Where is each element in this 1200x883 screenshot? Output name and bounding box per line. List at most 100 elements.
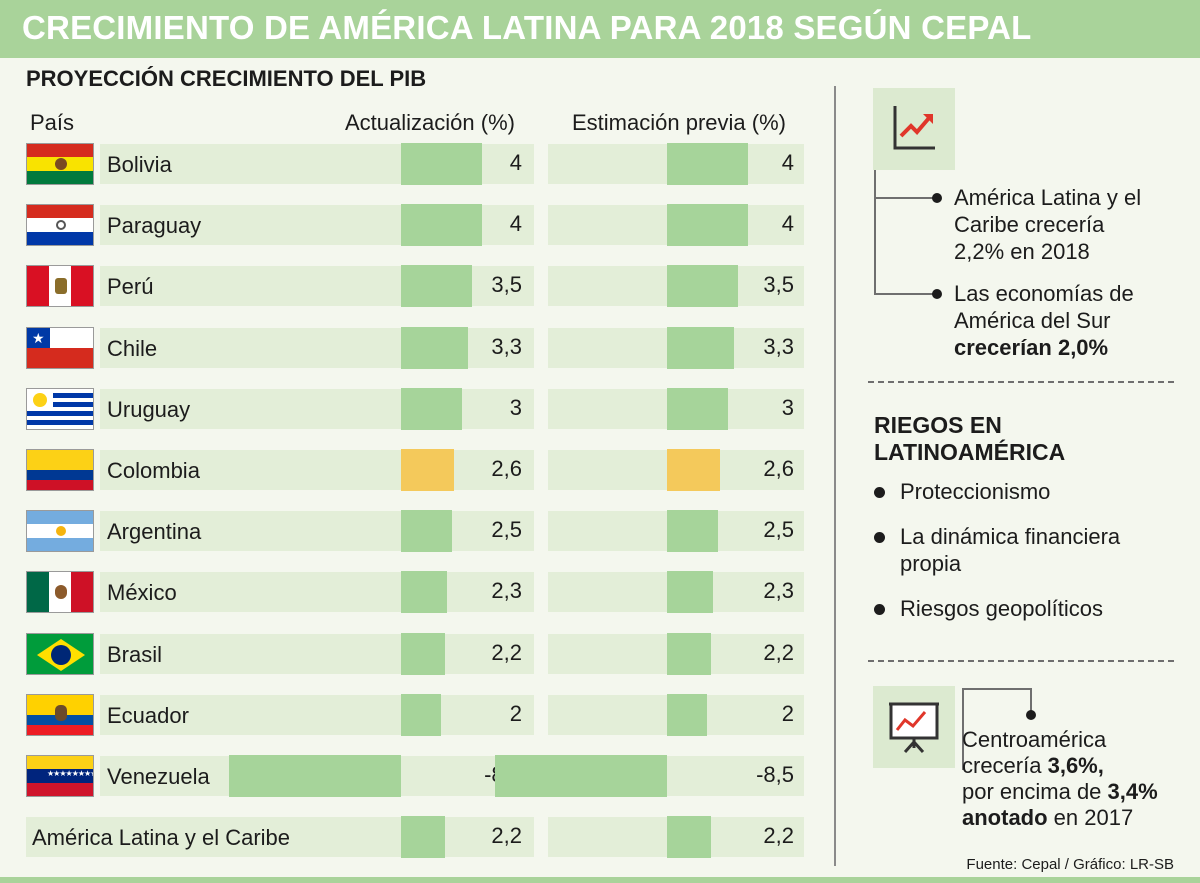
note-text: en 2018 xyxy=(1004,239,1090,264)
row-background xyxy=(100,695,534,735)
country-label: Brasil xyxy=(107,642,163,667)
note-value: 3,6%, xyxy=(1047,753,1104,778)
note-value: crecerían 2,0% xyxy=(954,335,1109,360)
flag-chile-icon: ★ xyxy=(26,327,94,369)
data-label: 3,3 xyxy=(491,334,522,359)
data-label: 2,2 xyxy=(491,640,522,665)
bar-estimacion-colombia xyxy=(667,449,720,491)
note-text: Centroamérica xyxy=(962,727,1107,752)
country-label: América Latina y el Caribe xyxy=(32,825,291,850)
bar-actualizacion-venezuela xyxy=(229,755,401,797)
note-text: Las economías de América del Sur xyxy=(954,281,1134,333)
country-label: Venezuela xyxy=(107,764,210,789)
bar-estimacion-chile xyxy=(667,327,734,369)
connector-line xyxy=(962,688,964,770)
data-label: 2,2 xyxy=(491,823,522,848)
row-background xyxy=(100,389,534,429)
flag-bolivia-icon xyxy=(26,143,94,185)
bar-actualizacion-argentina xyxy=(401,510,452,552)
row-background xyxy=(26,817,534,857)
bar-actualizacion-am-rica-latina-y-el-caribe xyxy=(401,816,446,858)
main-title: CRECIMIENTO DE AMÉRICA LATINA PARA 2018 … xyxy=(22,9,1032,46)
bar-estimacion-uruguay xyxy=(667,388,728,430)
column-divider xyxy=(834,86,836,866)
flag-venezuela-icon: ★★★★★★★★ xyxy=(26,755,94,797)
risks-title-line: RIEGOS EN xyxy=(874,412,1002,438)
data-label: -8,5 xyxy=(756,762,794,787)
bar-actualizacion-per- xyxy=(401,265,472,307)
rising-chart-icon xyxy=(873,88,955,170)
note-value: 3,4% xyxy=(1107,779,1158,804)
bar-actualizacion-colombia xyxy=(401,449,454,491)
note-value: 2,2% xyxy=(954,239,1005,264)
data-label: 4 xyxy=(781,150,794,175)
note-value: anotado xyxy=(962,805,1048,830)
country-label: Colombia xyxy=(107,458,200,483)
dashed-divider xyxy=(868,660,1174,662)
risk-item: La dinámica financiera propia xyxy=(900,524,1121,576)
bullet-dot xyxy=(1026,710,1036,720)
data-label: 2 xyxy=(509,701,522,726)
title-banner: CRECIMIENTO DE AMÉRICA LATINA PARA 2018 … xyxy=(0,0,1200,58)
data-label: 2,5 xyxy=(763,517,794,542)
country-label: México xyxy=(107,580,177,605)
bar-actualizacion-uruguay xyxy=(401,388,462,430)
risk-item: Proteccionismo xyxy=(900,479,1051,504)
bullet-dot xyxy=(932,193,942,203)
row-background xyxy=(100,572,534,612)
connector-line xyxy=(874,197,936,199)
bar-estimacion-ecuador xyxy=(667,694,708,736)
presentation-board-icon xyxy=(873,686,955,768)
note-text: por encima de xyxy=(962,779,1108,804)
bar-actualizacion-chile xyxy=(401,327,468,369)
country-label: Paraguay xyxy=(107,213,202,238)
column-header-update: Actualización (%) xyxy=(345,110,515,135)
flag-argentina-icon xyxy=(26,510,94,552)
data-label: 3,5 xyxy=(763,272,794,297)
note-text: crecería xyxy=(962,753,1048,778)
country-label: Uruguay xyxy=(107,397,191,422)
risks-title: RIEGOS EN LATINOAMÉRICA xyxy=(874,412,1065,466)
data-label: 2,2 xyxy=(763,640,794,665)
row-background xyxy=(100,450,534,490)
bar-actualizacion-paraguay xyxy=(401,204,482,246)
bar-estimacion-per- xyxy=(667,265,738,307)
bullet-dot xyxy=(932,289,942,299)
data-label: 4 xyxy=(509,211,522,236)
bar-estimacion-m-xico xyxy=(667,571,714,613)
bar-estimacion-bolivia xyxy=(667,143,748,185)
note-south-america: Las economías de América del Sur crecerí… xyxy=(954,280,1154,361)
connector-line xyxy=(874,170,876,294)
bar-estimacion-argentina xyxy=(667,510,718,552)
data-label: 2,2 xyxy=(763,823,794,848)
data-label: 3,3 xyxy=(763,334,794,359)
data-label: 2 xyxy=(781,701,794,726)
country-label: Argentina xyxy=(107,519,202,544)
source-credit: Fuente: Cepal / Gráfico: LR-SB xyxy=(966,856,1174,873)
bar-actualizacion-brasil xyxy=(401,633,446,675)
risks-title-line: LATINOAMÉRICA xyxy=(874,439,1066,465)
column-header-country: País xyxy=(30,110,75,135)
bar-estimacion-brasil xyxy=(667,633,712,675)
flag-m-xico-icon xyxy=(26,571,94,613)
country-label: Chile xyxy=(107,336,158,361)
bar-actualizacion-m-xico xyxy=(401,571,448,613)
flag-paraguay-icon xyxy=(26,204,94,246)
bar-actualizacion-bolivia xyxy=(401,143,482,185)
data-label: 3 xyxy=(781,395,794,420)
country-label: Ecuador xyxy=(107,703,189,728)
data-label: 2,6 xyxy=(491,456,522,481)
connector-line xyxy=(1030,688,1032,712)
data-label: 2,6 xyxy=(763,456,794,481)
row-background xyxy=(100,634,534,674)
data-label: 4 xyxy=(509,150,522,175)
bar-estimacion-paraguay xyxy=(667,204,748,246)
bar-estimacion-venezuela xyxy=(495,755,667,797)
data-label: 3,5 xyxy=(491,272,522,297)
bar-estimacion-am-rica-latina-y-el-caribe xyxy=(667,816,712,858)
connector-line xyxy=(874,293,936,295)
data-label: 4 xyxy=(781,211,794,236)
chart-title: PROYECCIÓN CRECIMIENTO DEL PIB xyxy=(26,66,427,91)
row-background xyxy=(100,511,534,551)
bullet-dot xyxy=(874,487,885,498)
